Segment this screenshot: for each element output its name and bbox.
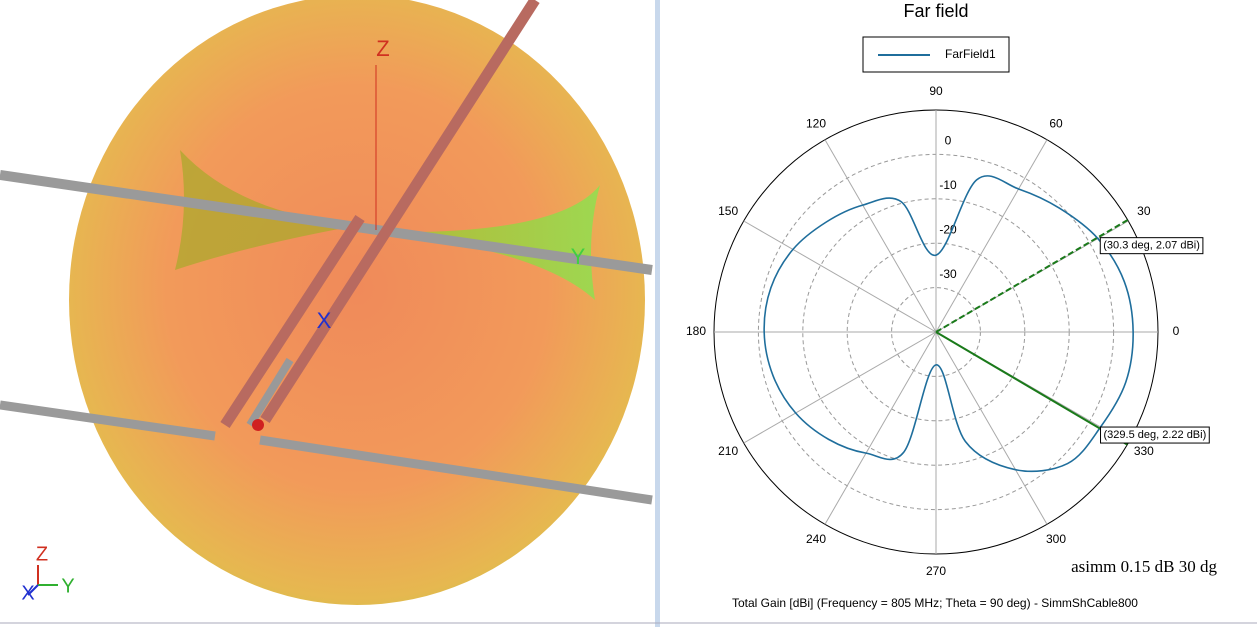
axis-label: Y	[571, 244, 586, 269]
theta-tick-label: 210	[718, 444, 738, 458]
theta-tick-label: 60	[1049, 116, 1063, 130]
theta-tick-label: 240	[806, 532, 826, 546]
spoke	[743, 220, 937, 333]
axis-label: X	[317, 308, 332, 333]
axis-label: Z	[376, 36, 389, 61]
theta-tick-label: 300	[1046, 532, 1066, 546]
theta-tick-label: 90	[929, 84, 943, 98]
cable	[0, 170, 653, 275]
splitter[interactable]	[655, 0, 660, 627]
cable	[0, 400, 216, 441]
triad-label: Z	[36, 543, 48, 565]
triad-label: X	[21, 582, 34, 604]
spoke	[935, 331, 1048, 525]
theta-tick-label: 180	[686, 324, 706, 338]
source	[252, 419, 264, 431]
legend-label: FarField1	[945, 47, 996, 61]
r-tick-label: -10	[939, 178, 957, 192]
polar-plot: Far field	[862, 1, 1010, 73]
marker-label: (30.3 deg, 2.07 dBi)	[1103, 240, 1200, 252]
spoke	[743, 331, 937, 444]
spoke	[935, 139, 1048, 333]
theta-tick-label: 120	[806, 116, 826, 130]
pattern-line	[763, 175, 1134, 473]
theta-tick-label: 150	[718, 204, 738, 218]
marker-label: (329.5 deg, 2.22 dBi)	[1104, 429, 1207, 441]
triad-label: Y	[61, 575, 74, 597]
chart-title: Far field	[903, 1, 968, 21]
theta-tick-label: 30	[1137, 204, 1151, 218]
spoke	[824, 331, 937, 525]
r-tick-label: -20	[939, 222, 957, 236]
axis-triad: Z Y X	[21, 543, 74, 604]
marker-line	[935, 331, 1128, 446]
cable	[259, 435, 653, 505]
spoke	[824, 139, 937, 333]
theta-tick-label: 0	[1173, 324, 1180, 338]
marker-box	[1100, 426, 1210, 444]
marker-line	[935, 219, 1129, 333]
3d-view: Z Y X Z Y X	[0, 0, 653, 605]
radiation-lobe	[69, 0, 645, 605]
feed-pipe	[246, 357, 294, 428]
feed-pipe	[220, 214, 365, 429]
theta-tick-label: 330	[1134, 444, 1154, 458]
annotation: asimm 0.15 dB 30 dg	[1071, 557, 1217, 576]
marker-box	[1099, 237, 1204, 255]
r-tick-label: 0	[945, 134, 952, 148]
theta-tick-label: 270	[926, 564, 946, 578]
r-tick-label: -30	[939, 267, 957, 281]
feed-pipe	[260, 0, 540, 423]
caption: Total Gain [dBi] (Frequency = 805 MHz; T…	[732, 596, 1138, 610]
